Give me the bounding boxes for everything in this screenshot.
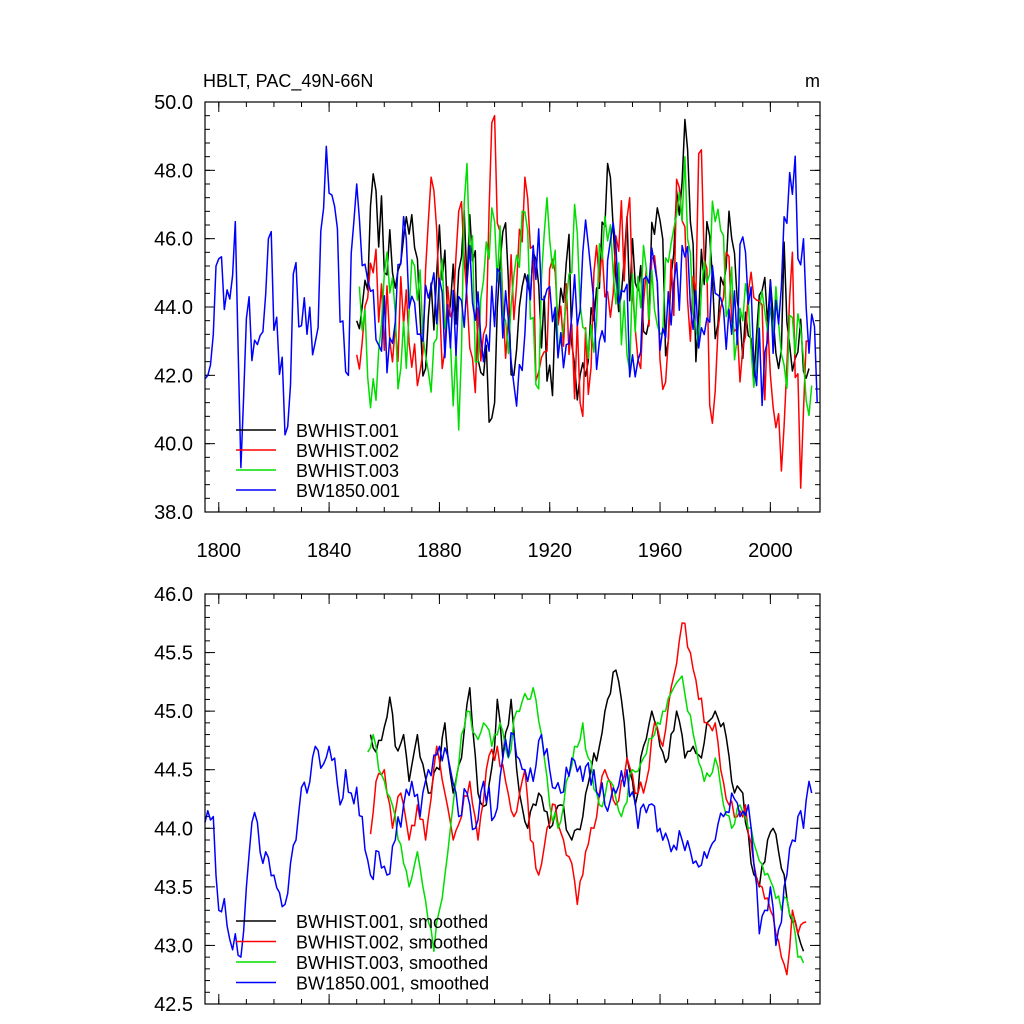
series-line-3 [358, 155, 813, 431]
y-tick-label: 43.0 [154, 935, 193, 957]
y-tick-label: 45.0 [154, 701, 193, 723]
top-panel-frame [204, 101, 821, 513]
bottom-panel-axes: 42.5 43.0 43.5 44.0 44.5 45.0 45.5 46.0 [154, 584, 820, 1016]
x-tick-label: 1800 [197, 540, 242, 562]
series-line-3 [367, 675, 805, 964]
y-tick-label: 46.0 [154, 229, 193, 251]
y-tick-label: 50.0 [154, 92, 193, 114]
legend-label: BWHIST.003, smoothed [296, 953, 488, 973]
legend-label: BWHIST.001 [296, 421, 399, 441]
x-tick-label: 1880 [417, 540, 462, 562]
bottom-panel: 42.5 43.0 43.5 44.0 44.5 45.0 45.5 46.0 BWHIST.… [154, 584, 821, 1016]
legend-label: BWHIST.002, smoothed [296, 933, 488, 953]
y-tick-label: 38.0 [154, 502, 193, 524]
y-tick-label: 42.5 [154, 994, 193, 1016]
y-tick-label: 48.0 [154, 160, 193, 182]
top-panel: HBLT, PAC_49N-66N m 38.0 40.0 42.0 44.0 46.0… [154, 71, 821, 562]
legend-label: BWHIST.001, smoothed [296, 912, 488, 932]
x-tick-label: 1920 [527, 540, 572, 562]
y-tick-label: 45.5 [154, 643, 193, 665]
x-tick-label: 1840 [307, 540, 352, 562]
series-line-2 [369, 622, 807, 976]
legend-label: BW1850.001, smoothed [296, 974, 489, 994]
top-panel-series [204, 114, 818, 489]
y-tick-label: 44.0 [154, 818, 193, 840]
y-tick-label: 44.0 [154, 297, 193, 319]
legend-label: BWHIST.003 [296, 461, 399, 481]
y-tick-label: 46.0 [154, 584, 193, 606]
y-tick-label: 40.0 [154, 434, 193, 456]
series-line-4 [204, 145, 818, 469]
y-tick-label: 42.0 [154, 365, 193, 387]
bottom-panel-frame [204, 593, 821, 1005]
top-panel-units: m [805, 71, 820, 91]
series-line-1 [355, 118, 810, 423]
legend-label: BW1850.001 [296, 481, 400, 501]
top-panel-axes: 38.0 40.0 42.0 44.0 46.0 48.0 50.0 1800 1840 1880… [154, 92, 820, 562]
x-tick-label: 1960 [638, 540, 683, 562]
x-tick-label: 2000 [748, 540, 793, 562]
y-tick-label: 44.5 [154, 760, 193, 782]
series-line-4 [204, 731, 813, 958]
y-tick-label: 43.5 [154, 877, 193, 899]
top-panel-title: HBLT, PAC_49N-66N [203, 71, 373, 92]
bottom-panel-series [204, 622, 813, 976]
legend-label: BWHIST.002 [296, 441, 399, 461]
series-line-1 [369, 669, 805, 952]
